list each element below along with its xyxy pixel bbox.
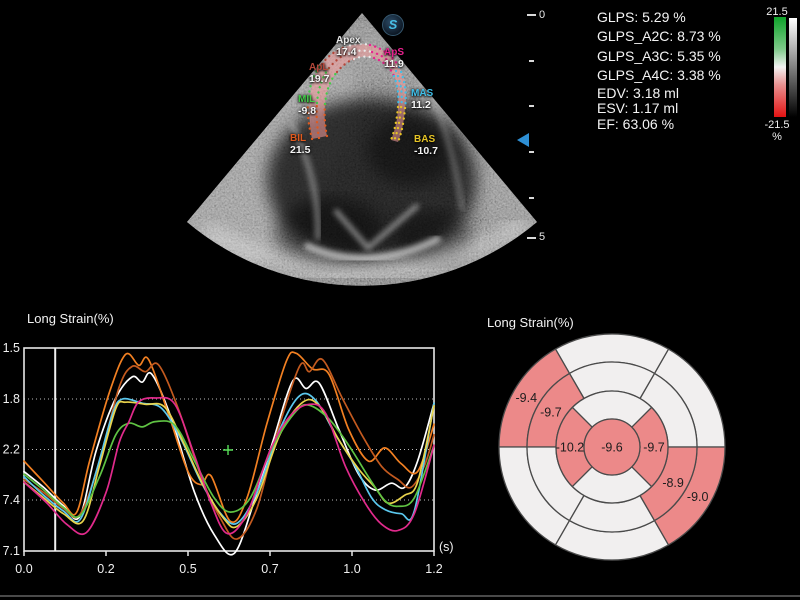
vendor-logo-icon: S: [382, 14, 404, 36]
x-tick-label: 0.5: [179, 562, 196, 576]
measurement-panel: GLPS: 5.29 % GLPS_A2C: 8.73 % GLPS_A3C: …: [597, 8, 721, 132]
ruler-tick: [527, 237, 536, 239]
segment-value: -10.7: [414, 145, 438, 157]
segment-value: 11.9: [384, 58, 404, 70]
strain-curve-chart: 1.5 1.8 2.2 7.4 7.1 0.0 0.2 0.5 0.7 1.0 1.2: [3, 341, 443, 576]
segment-label-bil: BIL 21.5: [290, 133, 311, 156]
segment-value: 19.7: [309, 73, 330, 85]
bullseye-title: Long Strain(%): [487, 315, 574, 330]
bullseye-plot: -9.4 -9.0 -9.7 -8.9 -10.2 -9.7 -9.6: [498, 333, 726, 561]
segment-value: 17.4: [336, 46, 357, 58]
segment-name: BAS: [414, 134, 436, 145]
glps-value: GLPS: 5.29 %: [597, 9, 686, 25]
segment-value: 11.2: [411, 99, 431, 111]
bullseye-segment-value: -9.7: [643, 441, 665, 455]
segment-value: -9.8: [298, 105, 317, 117]
roi-dotted-contours: [306, 42, 407, 144]
bullseye-segment-value: -8.9: [662, 476, 684, 490]
y-tick-label: 7.1: [3, 544, 20, 558]
ruler-depth-0: 0: [539, 9, 546, 21]
curve-magenta: [23, 396, 435, 536]
strain-chart-title: Long Strain(%): [27, 311, 114, 326]
y-tick-label: 2.2: [3, 443, 20, 457]
ruler-tick: [529, 105, 534, 107]
ruler-tick: [529, 151, 534, 153]
segment-name: ApS: [384, 47, 404, 58]
x-tick-label: 0.7: [261, 562, 278, 576]
edv-value: EDV: 3.18 ml: [597, 85, 679, 102]
plot-border: [23, 347, 435, 552]
bullseye-segment-value: -9.6: [601, 441, 623, 455]
ruler-tick: [529, 197, 534, 199]
segment-name: MIL: [298, 94, 316, 105]
x-tick-label: 0.0: [15, 562, 32, 576]
x-tick-label: 1.2: [425, 562, 442, 576]
bullseye-segment-value: -9.4: [516, 391, 538, 405]
segment-label-mas: MAS 11.2: [411, 88, 434, 111]
segment-label-aps: ApS 11.9: [384, 47, 404, 70]
grayscale-bar: [789, 18, 797, 117]
segment-name: MAS: [411, 88, 434, 99]
segment-value: 21.5: [290, 144, 311, 156]
bullseye-segment-value: -10.2: [556, 441, 585, 455]
time-axis-unit: (s): [439, 540, 454, 554]
y-tick-label: 1.5: [3, 341, 20, 355]
curve-white: [23, 372, 435, 556]
ruler-tick: [527, 14, 536, 16]
ruler-depth-5: 5: [539, 231, 546, 243]
ef-value: EF: 63.06 %: [597, 115, 675, 132]
echo-fan: [187, 13, 537, 286]
roi-band: [309, 43, 407, 142]
y-tick-label: 7.4: [3, 493, 20, 507]
segment-label-apex: Apex 17.4: [336, 35, 361, 58]
segment-name: Apex: [336, 35, 361, 46]
curve-orange: [23, 351, 435, 524]
esv-value: ESV: 1.17 ml: [597, 100, 679, 117]
segment-label-apl: ApL 19.7: [309, 62, 330, 85]
bullseye-segment-value: -9.0: [687, 490, 709, 504]
glps-a3c-value: GLPS_A3C: 5.35 %: [597, 47, 721, 64]
segment-label-mil: MIL -9.8: [298, 94, 317, 117]
x-tick-label: 1.0: [343, 562, 360, 576]
colorbar-max-label: 21.5: [766, 6, 788, 18]
chart-cursor-cross-icon[interactable]: [223, 445, 234, 455]
x-tick-label: 0.2: [97, 562, 114, 576]
curve-cyan: [23, 392, 435, 525]
focus-marker-icon[interactable]: [517, 133, 529, 147]
colorbar-min-label: -21.5: [764, 119, 790, 131]
segment-label-bas: BAS -10.7: [414, 134, 438, 157]
segment-name: ApL: [309, 62, 329, 73]
glps-a4c-value: GLPS_A4C: 3.38 %: [597, 66, 721, 83]
ruler-tick: [529, 60, 534, 62]
colorbar-unit-label: %: [772, 131, 782, 143]
glps-a2c-value: GLPS_A2C: 8.73 %: [597, 28, 721, 45]
y-tick-label: 1.8: [3, 392, 20, 406]
bullseye-segment-value: -9.7: [540, 405, 562, 419]
window-bottom-edge: [0, 595, 800, 597]
strain-colorbar: [774, 17, 786, 117]
echo-image: [187, 13, 537, 286]
segment-name: BIL: [290, 133, 307, 144]
bullseye-segment-apex[interactable]: [583, 418, 641, 476]
strain-roi-overlay: [306, 42, 407, 144]
curve-green: [23, 403, 435, 519]
